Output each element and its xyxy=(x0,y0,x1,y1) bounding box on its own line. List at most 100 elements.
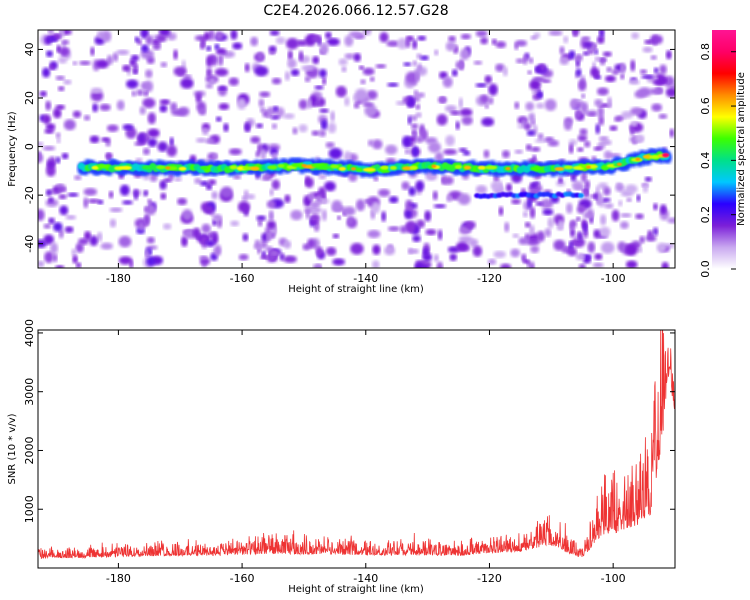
spectrogram-blob xyxy=(318,186,326,197)
spectrogram-blob xyxy=(534,66,542,73)
spectrogram-blob xyxy=(268,210,274,222)
spectrogram-blob xyxy=(137,133,146,144)
spectrogram-blob xyxy=(385,144,398,155)
spectrogram-blob xyxy=(415,112,422,118)
spectrogram-blob xyxy=(621,110,634,119)
spectrogram-blob xyxy=(501,150,511,159)
spectrogram-blob xyxy=(375,64,387,69)
spectrogram-blob xyxy=(269,30,280,36)
spectrogram-blob xyxy=(412,39,418,50)
spectrogram-blob xyxy=(595,123,601,135)
spectrogram-blob xyxy=(559,56,570,65)
spectrogram-blob xyxy=(372,139,383,150)
snr-series-line xyxy=(38,330,675,560)
spectrogram-blob xyxy=(45,50,54,58)
spectrogram-blob xyxy=(271,77,282,85)
spectrogram-blob xyxy=(206,45,212,52)
spectrogram-blob xyxy=(318,68,327,78)
spectrogram-blob xyxy=(414,70,420,82)
spectrogram-blob xyxy=(405,37,411,48)
spectrogram-blob xyxy=(328,147,343,160)
spectrogram-blob xyxy=(596,192,603,205)
spectrogram-blob xyxy=(212,214,223,221)
spectrogram-blob xyxy=(475,30,488,37)
spectrogram-blob xyxy=(642,46,653,53)
spectrogram-blob xyxy=(611,209,620,222)
spectrogram-blob xyxy=(67,192,79,198)
spectrogram-y-tick-label: 20 xyxy=(23,91,36,105)
spectrogram-blob xyxy=(122,124,134,131)
spectrogram-blob xyxy=(291,163,305,168)
spectrogram-blob xyxy=(372,244,381,255)
spectrogram-blob xyxy=(619,221,629,229)
spectrogram-blob xyxy=(89,235,98,247)
spectrogram-blob xyxy=(587,111,597,117)
spectrogram-blob xyxy=(244,63,250,73)
spectrogram-blob xyxy=(593,192,598,201)
colorbar-ticks: 0.0 0.2 0.4 0.6 0.8 xyxy=(699,43,736,278)
spectrogram-blob xyxy=(182,209,193,221)
spectrogram-blob xyxy=(618,200,623,207)
spectrogram-blob xyxy=(537,90,544,99)
spectrogram-blob xyxy=(406,206,413,211)
spectrogram-blob xyxy=(144,249,150,259)
spectrogram-blob xyxy=(367,229,381,239)
spectrogram-blob xyxy=(140,81,149,90)
spectrogram-blob xyxy=(576,204,586,214)
spectrogram-blob xyxy=(425,229,437,236)
spectrogram-blob xyxy=(596,36,605,44)
spectrogram-blob xyxy=(577,147,584,152)
spectrogram-blob xyxy=(635,157,641,161)
spectrogram-blob xyxy=(399,225,408,234)
snr-y-label: SNR (10 * v/v) xyxy=(7,413,18,484)
spectrogram-blob xyxy=(336,215,341,220)
spectrogram-y-tick-label: -40 xyxy=(23,235,36,253)
spectrogram-blob xyxy=(211,191,218,200)
spectrogram-blob xyxy=(659,64,667,75)
spectrogram-blob xyxy=(420,55,429,61)
spectrogram-blob xyxy=(143,90,149,97)
spectrogram-blob xyxy=(131,90,137,97)
spectrogram-blob xyxy=(547,139,560,147)
spectrogram-blob xyxy=(143,190,148,197)
spectrogram-blob xyxy=(162,223,172,230)
spectrogram-blob xyxy=(325,142,335,148)
spectrogram-y-tick-label: -20 xyxy=(23,186,36,204)
snr-y-tick-label: 3000 xyxy=(23,378,36,406)
spectrogram-blob xyxy=(428,141,442,153)
spectrogram-blob xyxy=(177,197,188,206)
spectrogram-blob xyxy=(636,194,641,202)
spectrogram-blob xyxy=(436,114,448,126)
spectrogram-blob xyxy=(580,101,589,114)
spectrogram-blob xyxy=(652,34,658,46)
spectrogram-blob xyxy=(590,67,600,78)
spectrogram-blob xyxy=(540,198,554,209)
spectrogram-blob xyxy=(518,237,529,245)
spectrogram-blob xyxy=(142,97,156,109)
spectrogram-blob xyxy=(61,152,69,160)
spectrogram-blob xyxy=(44,251,54,264)
spectrogram-blob xyxy=(320,119,328,131)
spectrogram-blob xyxy=(460,33,472,40)
spectrogram-blob xyxy=(260,240,268,249)
spectrogram-blob xyxy=(63,79,72,85)
spectrogram-blob xyxy=(527,197,533,209)
spectrogram-blob xyxy=(353,102,360,109)
spectrogram-blob xyxy=(553,239,566,251)
spectrogram-blob xyxy=(522,259,530,264)
spectrogram-blob xyxy=(312,55,320,65)
spectrogram-blob xyxy=(140,44,149,53)
spectrogram-blob xyxy=(65,215,77,220)
spectrogram-blob xyxy=(75,242,84,253)
spectrogram-blob xyxy=(230,220,240,227)
spectrogram-blob xyxy=(445,135,455,147)
spectrogram-blob xyxy=(353,52,361,62)
spectrogram-blob xyxy=(109,207,123,213)
spectrogram-blob xyxy=(342,206,356,216)
spectrogram-blob xyxy=(42,114,51,125)
spectrogram-blob xyxy=(141,165,152,170)
spectrogram-blob xyxy=(97,164,110,169)
spectrogram-blob xyxy=(146,256,156,267)
spectrogram-blob xyxy=(344,53,355,60)
spectrogram-blob xyxy=(78,237,89,245)
